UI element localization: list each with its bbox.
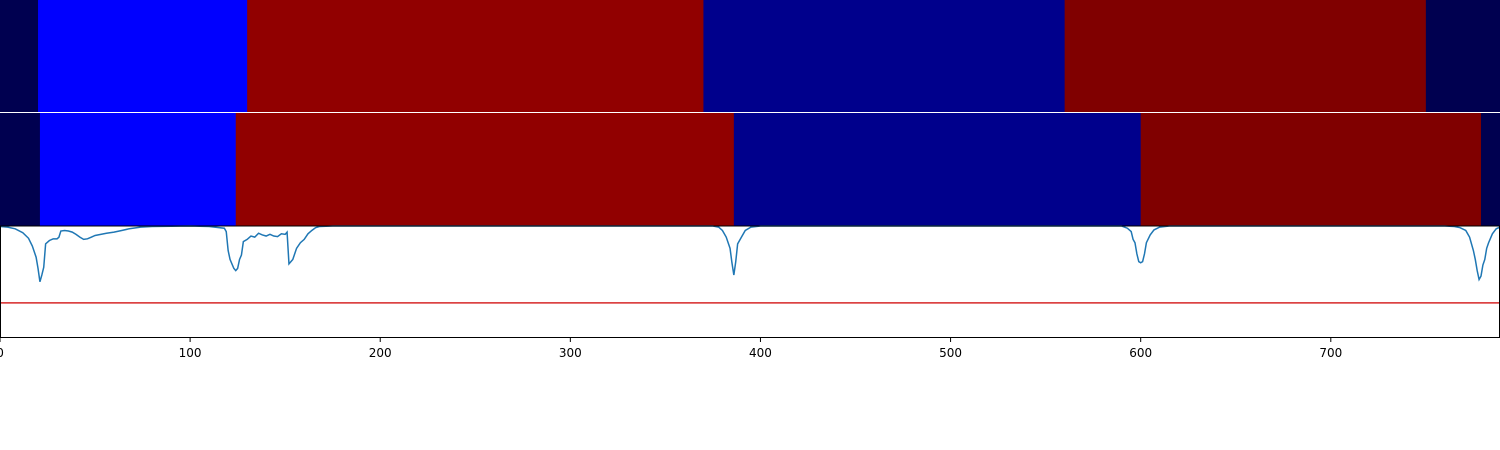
x-tick-label-700: 700 (1319, 346, 1342, 360)
heatmap-top-segment-0 (0, 0, 39, 112)
heatmap-top-segment-2 (247, 0, 705, 112)
x-tick-label-100: 100 (179, 346, 202, 360)
line-panel-background (0, 226, 1500, 338)
heatmap-top-segment-3 (703, 0, 1066, 112)
heatmap-top-segment-4 (1064, 0, 1427, 112)
heatmap-bottom-segment-2 (235, 113, 735, 226)
x-tick-label-0: 0 (0, 346, 4, 360)
x-tick-label-500: 500 (939, 346, 962, 360)
heatmap-top (0, 0, 1500, 112)
heatmap-bottom-segment-1 (39, 113, 237, 226)
line-panel (0, 225, 1500, 338)
x-axis: 0 100 200 300 400 500 600 700 (0, 337, 1342, 360)
heatmap-bottom-segment-0 (0, 113, 41, 226)
heatmap-top-segment-1 (38, 0, 248, 112)
x-tick-label-400: 400 (749, 346, 772, 360)
heatmap-bottom-segment-4 (1140, 113, 1482, 226)
heatmap-top-segment-5 (1425, 0, 1500, 112)
x-tick-label-600: 600 (1129, 346, 1152, 360)
heatmap-bottom-segment-3 (733, 113, 1142, 226)
x-tick-label-200: 200 (369, 346, 392, 360)
x-tick-label-300: 300 (559, 346, 582, 360)
signal-line (0, 225, 1500, 282)
heatmap-bottom-segment-5 (1480, 113, 1500, 226)
heatmap-bottom (0, 113, 1500, 226)
